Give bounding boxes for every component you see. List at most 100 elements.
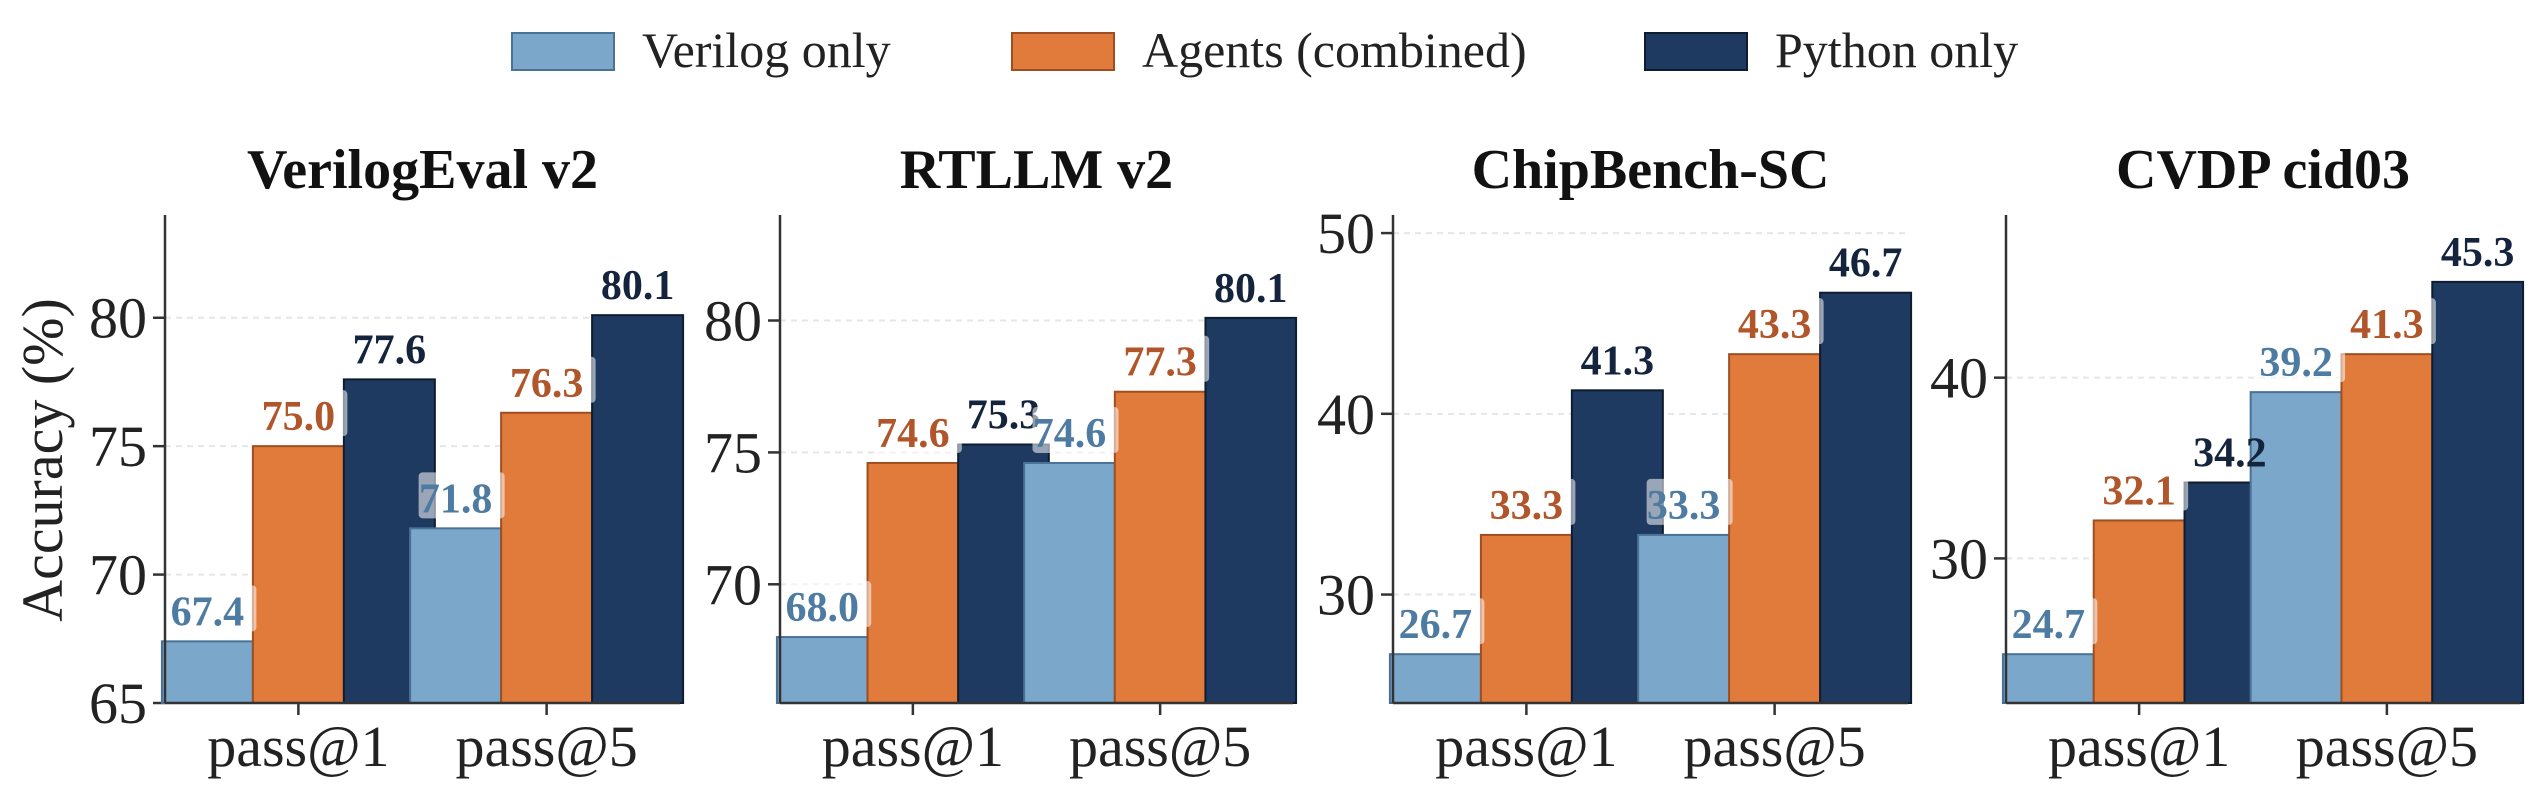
bar [409, 527, 503, 704]
x-tick-label: pass@5 [1683, 714, 1865, 779]
bar [2431, 280, 2525, 704]
data-label: 24.7 [2012, 602, 2086, 648]
chart-panel: VerilogEval v2 65 70 75 80 pass@1 pass@5 67.4 75… [89, 139, 685, 779]
y-axis-label: Accuracy (%) [10, 298, 75, 622]
data-label: 46.7 [1829, 241, 1903, 287]
data-label: 39.2 [2259, 340, 2333, 386]
data-label: 77.3 [1123, 340, 1197, 386]
legend: Verilog only Agents (combined) Python only [511, 22, 2018, 78]
bar [2001, 653, 2095, 705]
legend-item: Agents (combined) [1011, 22, 1527, 78]
chart-title: CVDP cid03 [2116, 139, 2410, 201]
data-label: 34.2 [2193, 430, 2267, 476]
y-tick-label: 70 [89, 543, 147, 608]
data-label: 71.8 [419, 476, 493, 522]
data-label: 80.1 [1214, 266, 1288, 312]
data-label-bg [418, 472, 505, 519]
bar [1479, 533, 1573, 705]
data-label-bg [1398, 598, 1485, 645]
data-label: 74.6 [876, 411, 950, 457]
chart-panel: CVDP cid03 30 40 pass@1 pass@5 24.7 32.1 34.2 39… [1930, 139, 2525, 779]
data-label-bg [1646, 478, 1733, 525]
chart-panel: ChipBench-SC 30 40 50 pass@1 pass@5 26.7 33.3 41… [1317, 139, 1913, 779]
bar [1388, 653, 1482, 705]
data-label-bg [1489, 478, 1576, 525]
legend-label: Verilog only [642, 22, 891, 78]
data-label: 33.3 [1647, 483, 1721, 529]
bar [1728, 353, 1822, 704]
x-tick-label: pass@5 [455, 714, 637, 779]
data-label: 75.0 [262, 394, 336, 440]
x-tick-label: pass@1 [207, 714, 389, 779]
chart-title: ChipBench-SC [1472, 139, 1830, 201]
bar [1819, 291, 1913, 704]
data-label-bg [2102, 464, 2189, 511]
data-label: 33.3 [1490, 483, 1564, 529]
data-label: 76.3 [510, 361, 584, 407]
data-label: 45.3 [2441, 230, 2515, 276]
y-tick-label: 70 [704, 552, 762, 617]
y-tick-label: 75 [704, 420, 762, 485]
x-tick-label: pass@5 [2296, 714, 2478, 779]
data-label-bg [875, 406, 962, 453]
bar [160, 640, 254, 705]
y-tick-label: 50 [1317, 201, 1375, 266]
data-label: 77.6 [353, 327, 427, 373]
data-label: 26.7 [1399, 602, 1473, 648]
data-label-bg [2349, 298, 2436, 345]
y-tick-label: 80 [704, 289, 762, 354]
legend-item: Verilog only [511, 22, 891, 78]
y-tick-label: 65 [89, 671, 147, 736]
x-tick-label: pass@1 [1435, 714, 1617, 779]
legend-swatch [1644, 32, 1748, 71]
chart-title: VerilogEval v2 [247, 139, 598, 201]
y-tick-label: 80 [89, 286, 147, 351]
bar [1113, 390, 1207, 704]
panels: VerilogEval v2 65 70 75 80 pass@1 pass@5 67.4 75… [89, 139, 2525, 779]
bar [591, 314, 685, 704]
data-label-bg [1123, 335, 1210, 382]
bar [2249, 391, 2343, 704]
x-tick-label: pass@1 [822, 714, 1004, 779]
x-tick-label: pass@5 [1069, 714, 1251, 779]
bar [1204, 316, 1298, 704]
data-label: 75.3 [967, 392, 1041, 438]
bar [251, 445, 345, 704]
legend-swatch [511, 32, 615, 71]
bar [866, 461, 960, 704]
legend-label: Python only [1775, 22, 2018, 78]
chart-title: RTLLM v2 [900, 139, 1173, 201]
data-label-bg [261, 390, 348, 437]
y-tick-label: 75 [89, 414, 147, 479]
data-label-bg [785, 581, 872, 628]
data-label-bg [170, 585, 257, 632]
y-tick-label: 40 [1930, 346, 1988, 411]
legend-item: Python only [1644, 22, 2018, 78]
data-label-bg [2011, 598, 2098, 645]
data-label: 80.1 [601, 263, 675, 309]
data-label-bg [2259, 336, 2346, 383]
y-tick-label: 40 [1317, 382, 1375, 447]
data-label: 41.3 [1581, 338, 1655, 384]
data-label-bg [509, 356, 596, 403]
bar [1637, 533, 1731, 705]
legend-label: Agents (combined) [1142, 22, 1527, 78]
bar [2092, 519, 2186, 704]
data-label: 68.0 [785, 585, 859, 631]
bar [775, 636, 869, 705]
legend-swatch [1011, 32, 1115, 71]
x-tick-label: pass@1 [2048, 714, 2230, 779]
bar [500, 411, 594, 704]
y-tick-label: 30 [1930, 526, 1988, 591]
data-label: 41.3 [2350, 302, 2424, 348]
y-tick-label: 30 [1317, 563, 1375, 628]
data-label-bg [1032, 406, 1119, 453]
data-label: 74.6 [1033, 411, 1107, 457]
data-label-bg [1737, 298, 1824, 345]
bar [1023, 461, 1116, 704]
data-label: 43.3 [1738, 302, 1812, 348]
bar [2340, 353, 2434, 704]
data-label: 67.4 [171, 589, 245, 635]
